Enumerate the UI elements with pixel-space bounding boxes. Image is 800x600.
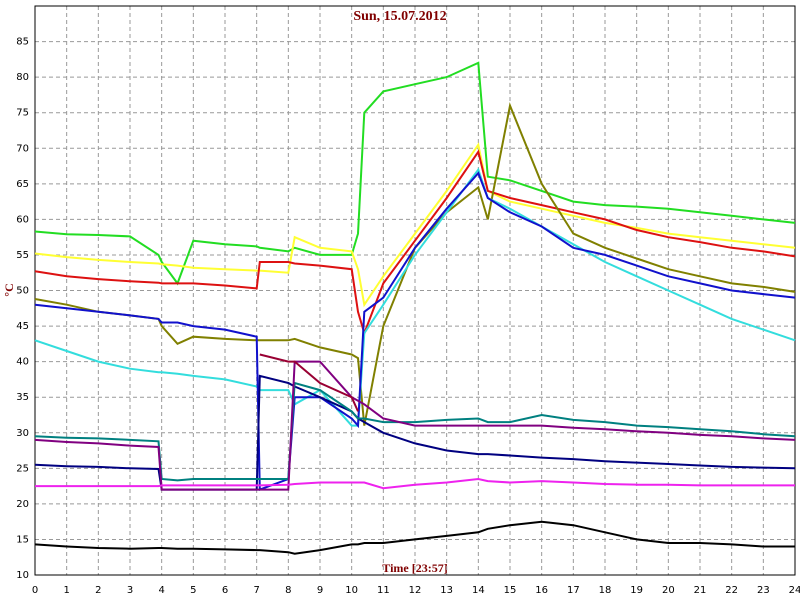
series-line: [34, 381, 796, 482]
x-tick-label: 2: [95, 585, 101, 596]
x-tick-label: 5: [190, 585, 196, 596]
x-tick-label: 13: [440, 585, 453, 596]
x-tick-label: 23: [757, 585, 770, 596]
x-tick-label: 19: [630, 585, 643, 596]
y-tick-label: 20: [16, 499, 29, 510]
series-line: [34, 171, 796, 492]
series-line: [34, 61, 796, 286]
y-tick-label: 50: [16, 286, 29, 297]
x-tick-label: 1: [63, 585, 69, 596]
y-tick-label: 65: [16, 179, 29, 190]
y-tick-label: 75: [16, 108, 29, 119]
y-tick-label: 55: [16, 250, 29, 261]
x-tick-label: 21: [694, 585, 707, 596]
x-tick-label: 7: [253, 585, 259, 596]
y-axis-label: °C: [2, 283, 16, 296]
y-tick-label: 30: [16, 428, 29, 439]
x-tick-label: 14: [472, 585, 485, 596]
x-tick-label: 12: [409, 585, 422, 596]
y-tick-label: 85: [16, 37, 29, 48]
series-line: [34, 142, 796, 308]
x-tick-label: 20: [662, 585, 675, 596]
x-tick-label: 3: [127, 585, 133, 596]
x-tick-label: 0: [32, 585, 38, 596]
x-tick-label: 9: [317, 585, 323, 596]
x-tick-label: 24: [789, 585, 800, 596]
x-tick-label: 16: [535, 585, 548, 596]
chart-title: Sun, 15.07.2012: [353, 9, 446, 24]
series-line: [34, 149, 796, 337]
y-tick-label: 80: [16, 72, 29, 83]
x-tick-label: 11: [377, 585, 390, 596]
x-tick-label: 15: [504, 585, 517, 596]
y-tick-label: 15: [16, 534, 29, 545]
series-line: [35, 477, 795, 490]
y-tick-label: 35: [16, 392, 29, 403]
x-tick-label: 18: [599, 585, 612, 596]
y-tick-label: 60: [16, 214, 29, 225]
series-line: [34, 520, 795, 555]
series-line: [34, 360, 796, 491]
x-tick-label: 4: [158, 585, 164, 596]
x-tick-label: 6: [222, 585, 228, 596]
y-tick-label: 10: [16, 570, 29, 581]
x-tick-label: 17: [567, 585, 580, 596]
series-line: [259, 353, 359, 412]
y-tick-label: 25: [16, 463, 29, 474]
y-tick-label: 45: [16, 321, 29, 332]
x-tick-label: 22: [725, 585, 738, 596]
y-tick-label: 40: [16, 357, 29, 368]
y-tick-label: 70: [16, 143, 29, 154]
x-tick-label: 10: [345, 585, 358, 596]
plot-frame: [34, 5, 796, 576]
x-tick-label: 8: [285, 585, 291, 596]
